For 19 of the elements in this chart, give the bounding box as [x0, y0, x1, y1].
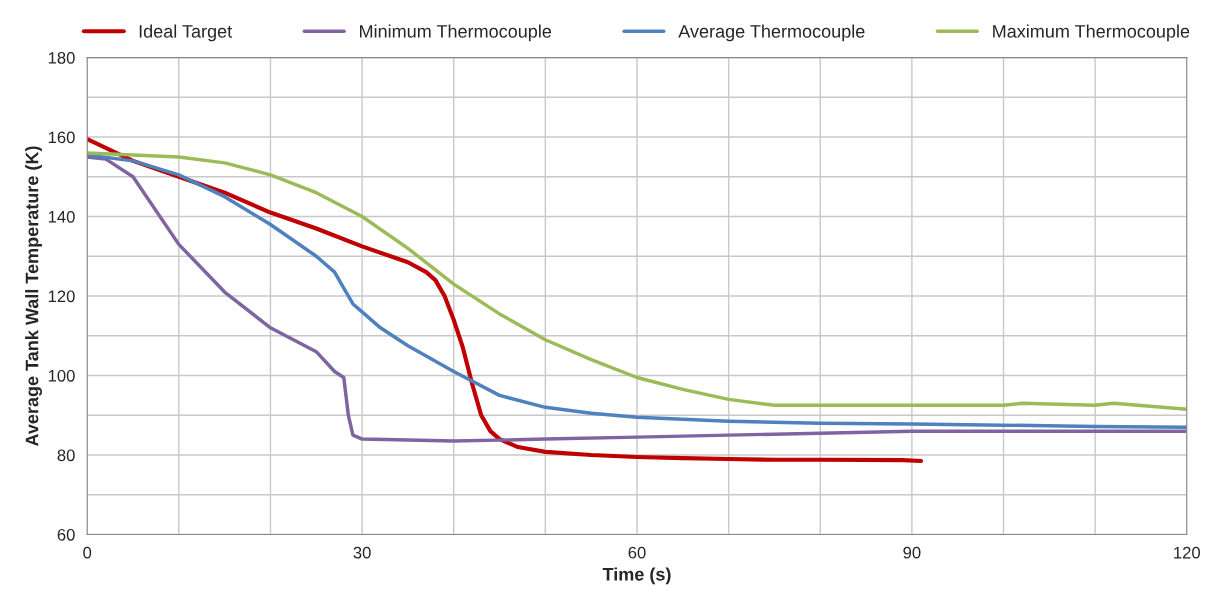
y-axis-title: Average Tank Wall Temperature (K) — [25, 146, 43, 447]
x-tick-label: 60 — [628, 546, 646, 559]
legend-label: Maximum Thermocouple — [993, 24, 1190, 42]
x-axis-title: Time (s) — [602, 567, 671, 585]
legend-label: Ideal Target — [139, 24, 233, 42]
legend-label: Minimum Thermocouple — [360, 24, 552, 42]
legend-label: Average Thermocouple — [678, 24, 865, 42]
x-tick-label: 90 — [903, 546, 921, 559]
y-tick-label: 60 — [57, 528, 75, 541]
y-tick-label: 80 — [57, 449, 75, 462]
x-tick-label: 30 — [353, 546, 371, 559]
y-tick-label: 100 — [48, 369, 75, 382]
y-tick-label: 180 — [48, 51, 75, 64]
y-tick-label: 120 — [48, 290, 75, 303]
x-tick-label: 120 — [1174, 546, 1201, 559]
y-tick-label: 160 — [48, 131, 75, 144]
x-tick-label: 0 — [83, 546, 92, 559]
y-tick-label: 140 — [48, 210, 75, 223]
line-series — [87, 136, 924, 464]
